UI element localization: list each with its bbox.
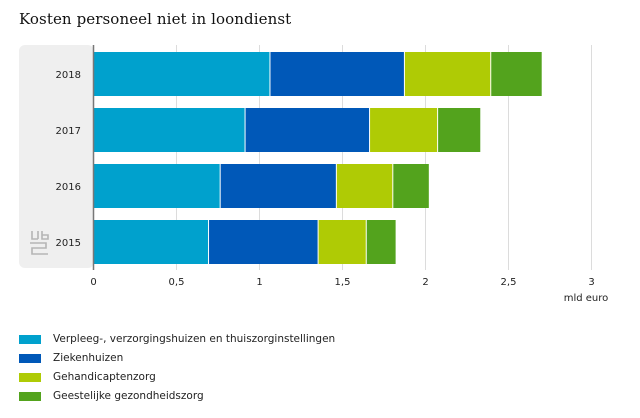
category-panel	[19, 45, 94, 268]
x-tick-label: 1	[256, 277, 262, 288]
chart-title: Kosten personeel niet in loondienst	[19, 10, 292, 28]
legend-swatch	[19, 372, 41, 382]
x-tick-label: 3	[588, 277, 594, 288]
legend: Verpleeg-, verzorgingshuizen en thuiszor…	[19, 330, 335, 406]
x-tick-labels: 0 0,5 1 1,5 2 2,5 3	[90, 277, 594, 288]
bar-segment	[318, 220, 366, 264]
legend-label: Verpleeg-, verzorgingshuizen en thuiszor…	[53, 333, 336, 345]
legend-label: Geestelijke gezondheidszorg	[53, 390, 204, 402]
bar-segment	[491, 52, 542, 96]
bar-segment	[366, 220, 396, 264]
legend-swatch	[19, 391, 41, 401]
bar-segment	[438, 108, 481, 152]
bar-segment	[220, 164, 336, 208]
category-label: 2015	[56, 238, 81, 249]
x-tick-label: 2	[422, 277, 428, 288]
bar-segment	[93, 164, 220, 208]
bar-segment	[270, 52, 404, 96]
x-tick-label: 2,5	[501, 277, 517, 288]
bar-segment	[245, 108, 370, 152]
bars	[93, 52, 542, 264]
legend-item: Verpleeg-, verzorgingshuizen en thuiszor…	[19, 330, 335, 348]
bar-segment	[393, 164, 429, 208]
cbs-logo-icon	[30, 231, 49, 255]
bar-segment	[370, 108, 438, 152]
bar-segment	[336, 164, 393, 208]
legend-label: Gehandicaptenzorg	[53, 371, 156, 383]
bar-segment	[404, 52, 491, 96]
category-labels: 2018 2017 2016 2015	[56, 70, 81, 249]
category-label: 2016	[56, 182, 81, 193]
bar-segment	[93, 108, 245, 152]
bar-segment	[93, 220, 209, 264]
legend-swatch	[19, 334, 41, 344]
legend-item: Geestelijke gezondheidszorg	[19, 387, 335, 405]
legend-swatch	[19, 353, 41, 363]
bar-segment	[93, 52, 270, 96]
legend-label: Ziekenhuizen	[53, 352, 124, 364]
legend-item: Ziekenhuizen	[19, 349, 335, 367]
legend-item: Gehandicaptenzorg	[19, 368, 335, 386]
x-tick-label: 0,5	[169, 277, 185, 288]
x-tick-label: 0	[90, 277, 96, 288]
category-label: 2018	[56, 70, 81, 81]
chart-area: 2018 2017 2016 2015 0 0,5 1 1,5 2 2,5 3 mld euro	[19, 45, 609, 304]
bar-segment	[209, 220, 318, 264]
x-tick-label: 1,5	[335, 277, 351, 288]
category-label: 2017	[56, 126, 81, 137]
x-axis-label: mld euro	[564, 293, 609, 304]
